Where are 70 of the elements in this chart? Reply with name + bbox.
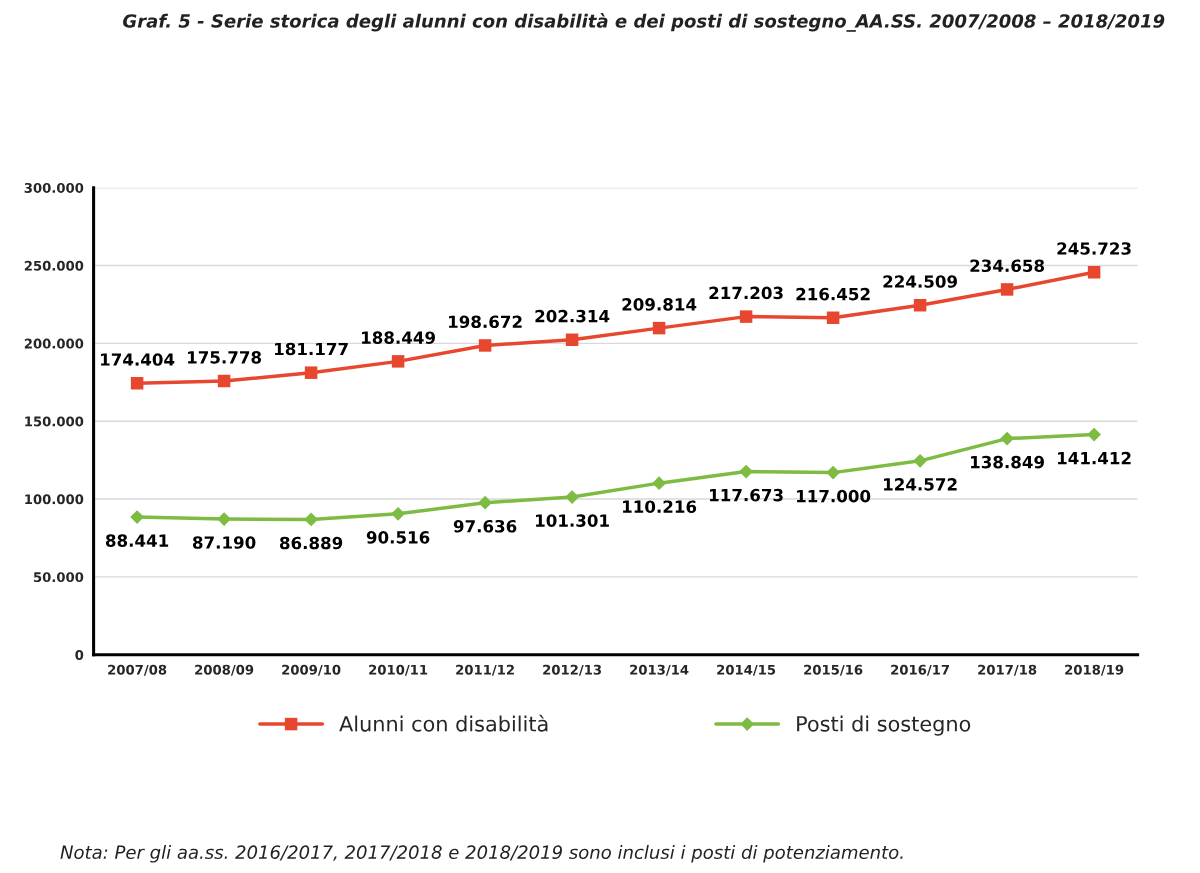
point [217,374,231,388]
point [130,510,144,524]
chart-title: Graf. 5 - Serie storica degli alunni con disabilità e dei posti di sostegno_AA.SS. 2007/2008 – 2018/2019 [123,13,1165,32]
x-tick-label: 2009/10 [282,664,341,676]
y-tick-label: 300.000 [24,182,84,193]
point [739,464,753,479]
x-tick-label: 2012/13 [543,664,601,676]
data-label: 86.889 [279,536,343,550]
x-tick-label: 2018/19 [1065,664,1124,676]
data-label: 224.509 [883,275,957,288]
data-label: 202.314 [535,309,610,323]
data-label: 88.441 [105,534,169,547]
point [826,465,840,480]
data-label: 175.778 [188,351,262,364]
x-tick-label: 2008/09 [195,664,254,676]
point [565,490,579,504]
text: Nota: Per gli aa.ss. 2016/2017, 2017/2018 e 2018/2019 sono inclusi i posti di potenziamento. [60,845,903,863]
data-label: 90.516 [366,531,430,544]
x-tick-label: 2007/08 [108,664,167,676]
point [304,366,318,379]
data-label: 110.216 [623,500,697,513]
data-label: 234.658 [970,259,1045,273]
data-label: 141.412 [1058,451,1131,465]
data-label: 209.814 [622,298,697,311]
data-label: 117.000 [797,489,871,503]
legend-label: Alunni con disabilità [339,714,548,732]
point [652,321,666,335]
point [1087,427,1101,442]
data-label: 97.636 [453,519,517,533]
y-tick-label: 200.000 [24,338,84,349]
data-label: 87.190 [192,536,256,549]
point [130,376,144,390]
point [478,495,492,510]
x-tick-label: 2016/17 [891,664,949,676]
point [739,310,753,323]
point [826,311,840,325]
data-label: 245.723 [1057,242,1131,255]
data-label: 174.404 [101,353,175,366]
x-tick-label: 2014/15 [717,664,776,676]
y-tick-label: 50.000 [33,572,84,583]
point [304,512,318,527]
x-tick-label: 2011/12 [456,664,514,676]
point [391,506,405,521]
data-label: 124.572 [884,478,957,491]
x-tick-label: 2015/16 [804,664,863,676]
legend-label: Posti di sostegno [797,715,971,736]
x-tick-label: 2013/14 [630,664,689,676]
data-label: 198.672 [449,315,522,329]
y-tick-label: 150.000 [25,416,84,427]
point [478,339,492,352]
y-tick-label: 0 [75,649,84,660]
point [913,453,927,468]
point [652,476,666,491]
y-tick-label: 250.000 [24,260,84,271]
y-tick-label: 100.000 [25,494,84,505]
x-tick-label: 2010/11 [369,664,428,676]
point [391,355,405,368]
x-tick-label: 2017/18 [978,664,1037,676]
data-label: 117.673 [710,488,783,502]
data-label: 101.301 [536,514,609,527]
data-label: 216.452 [796,287,870,301]
point [1000,283,1014,296]
point [913,298,927,312]
point [1087,265,1101,279]
point [565,333,579,347]
data-label: 138.849 [971,455,1044,469]
data-label: 181.177 [275,342,348,356]
data-label: 188.449 [362,331,435,344]
data-label: 217.203 [709,286,783,300]
point [1000,431,1014,446]
